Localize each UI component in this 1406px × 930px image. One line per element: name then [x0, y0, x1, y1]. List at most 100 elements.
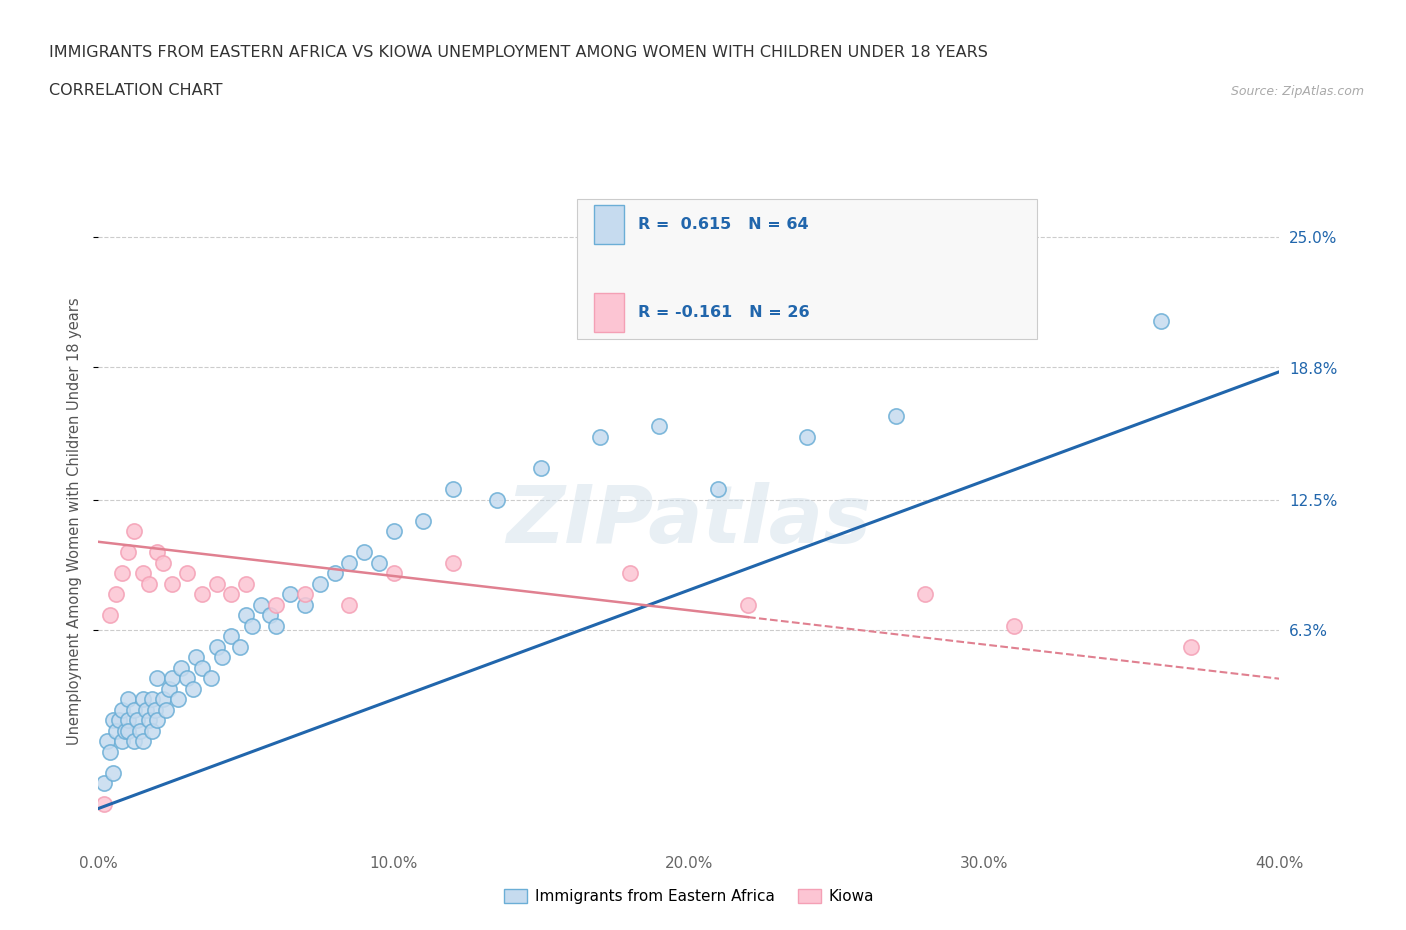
Point: [93, 797, 115, 812]
Point: [339, 597, 360, 612]
Point: [146, 545, 169, 560]
FancyBboxPatch shape: [576, 199, 1038, 339]
Point: [176, 565, 198, 580]
Point: [138, 713, 160, 728]
Point: [141, 724, 163, 738]
Point: [125, 713, 148, 728]
Point: [111, 565, 134, 580]
Point: [589, 430, 612, 445]
Point: [105, 724, 128, 738]
Text: ZIPatlas: ZIPatlas: [506, 482, 872, 560]
Point: [914, 587, 936, 602]
Point: [162, 671, 183, 685]
Point: [1002, 618, 1025, 633]
Point: [707, 482, 730, 497]
Point: [122, 524, 145, 538]
Point: [146, 671, 169, 685]
Point: [250, 597, 273, 612]
Point: [103, 713, 125, 728]
Point: [105, 587, 128, 602]
Point: [155, 702, 177, 717]
Point: [382, 524, 405, 538]
Point: [294, 587, 316, 602]
Point: [191, 660, 214, 675]
Point: [278, 587, 302, 602]
Point: [219, 629, 242, 644]
Point: [259, 608, 281, 623]
Point: [264, 618, 287, 633]
Point: [339, 555, 360, 570]
Point: [170, 660, 193, 675]
Point: [152, 692, 174, 707]
Point: [191, 587, 214, 602]
Point: [132, 734, 155, 749]
Point: [181, 682, 204, 697]
Point: [796, 430, 818, 445]
Text: IMMIGRANTS FROM EASTERN AFRICA VS KIOWA UNEMPLOYMENT AMONG WOMEN WITH CHILDREN U: IMMIGRANTS FROM EASTERN AFRICA VS KIOWA …: [49, 46, 988, 60]
Point: [1150, 313, 1173, 328]
Point: [176, 671, 198, 685]
Point: [441, 482, 464, 497]
Point: [93, 776, 115, 790]
Point: [114, 724, 136, 738]
Point: [135, 702, 157, 717]
FancyBboxPatch shape: [595, 293, 624, 332]
Point: [264, 597, 287, 612]
Point: [122, 702, 145, 717]
Point: [884, 408, 907, 423]
Point: [138, 577, 160, 591]
Point: [323, 565, 346, 580]
Point: [205, 639, 228, 654]
Legend: Immigrants from Eastern Africa, Kiowa: Immigrants from Eastern Africa, Kiowa: [498, 883, 880, 910]
Point: [143, 702, 166, 717]
Point: [412, 513, 434, 528]
Point: [382, 565, 405, 580]
Point: [108, 713, 131, 728]
Point: [737, 597, 759, 612]
FancyBboxPatch shape: [595, 206, 624, 245]
Point: [117, 692, 139, 707]
Point: [96, 734, 118, 749]
Point: [235, 577, 257, 591]
Point: [111, 702, 134, 717]
Point: [368, 555, 391, 570]
Point: [648, 418, 671, 433]
Text: R =  0.615   N = 64: R = 0.615 N = 64: [638, 217, 808, 232]
Point: [103, 765, 125, 780]
Point: [294, 597, 316, 612]
Point: [619, 565, 641, 580]
Point: [184, 650, 207, 665]
Point: [486, 492, 509, 507]
Point: [98, 608, 121, 623]
Point: [152, 555, 174, 570]
Point: [240, 618, 263, 633]
Text: Source: ZipAtlas.com: Source: ZipAtlas.com: [1230, 85, 1364, 98]
Point: [122, 734, 145, 749]
Point: [1180, 639, 1202, 654]
Point: [117, 713, 139, 728]
Point: [205, 577, 228, 591]
Point: [353, 545, 375, 560]
Point: [530, 461, 553, 476]
Point: [219, 587, 242, 602]
Text: R = -0.161   N = 26: R = -0.161 N = 26: [638, 305, 810, 320]
Point: [111, 734, 134, 749]
Point: [200, 671, 222, 685]
Point: [117, 545, 139, 560]
Point: [235, 608, 257, 623]
Point: [132, 565, 155, 580]
Point: [211, 650, 233, 665]
Point: [157, 682, 180, 697]
Point: [309, 577, 332, 591]
Point: [132, 692, 155, 707]
Point: [441, 555, 464, 570]
Point: [146, 713, 169, 728]
Point: [162, 577, 183, 591]
Point: [229, 639, 252, 654]
Point: [128, 724, 150, 738]
Point: [117, 724, 139, 738]
Point: [98, 744, 121, 759]
Y-axis label: Unemployment Among Women with Children Under 18 years: Unemployment Among Women with Children U…: [67, 297, 83, 745]
Text: CORRELATION CHART: CORRELATION CHART: [49, 83, 222, 98]
Point: [141, 692, 163, 707]
